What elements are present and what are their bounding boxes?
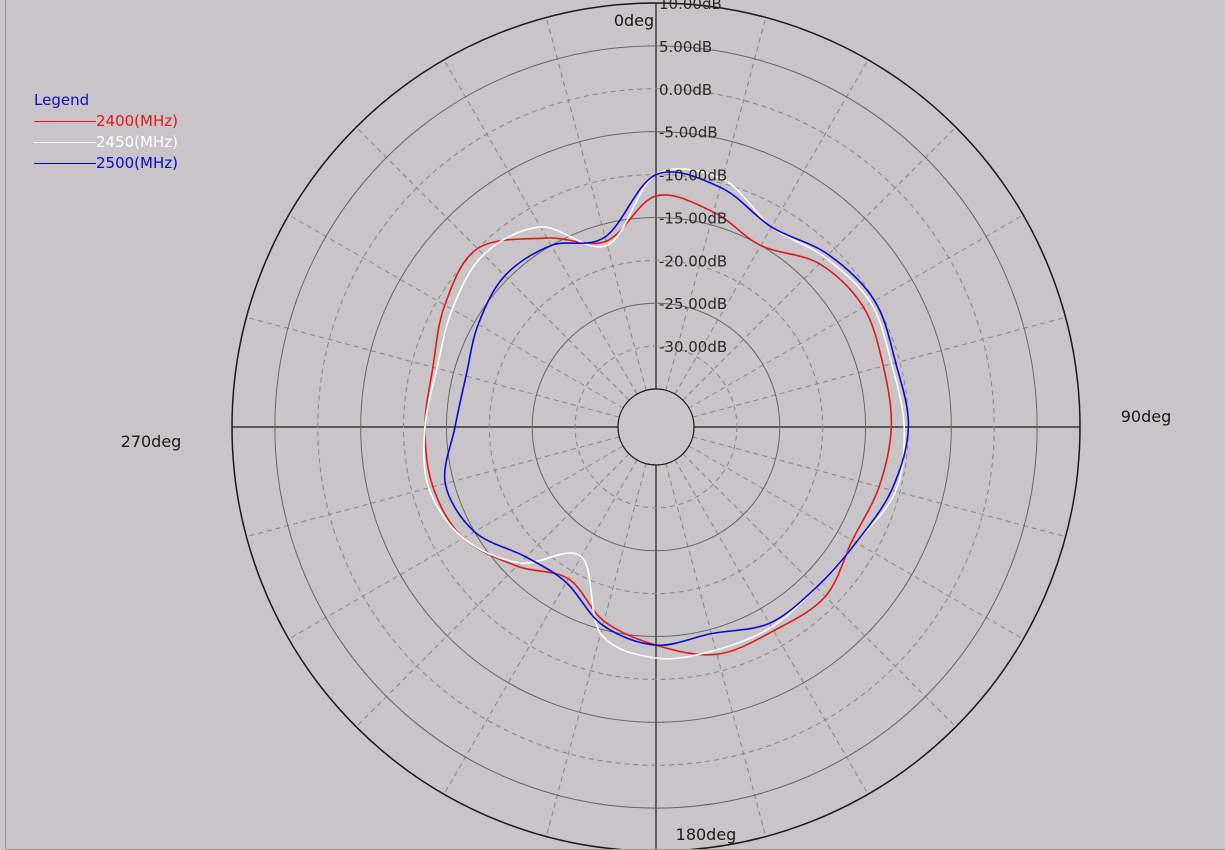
radial-gridline [288,445,624,640]
radial-gridline [545,17,647,391]
ring-gridline [317,88,995,766]
angle-label: 180deg [676,825,737,844]
legend-entry: 2400(MHz) [34,111,178,132]
radial-gridline [545,463,647,837]
legend: Legend 2400(MHz) 2450(MHz) 2500(MHz) [34,90,178,174]
ring-label: 0.00dB [659,81,712,99]
legend-entries: 2400(MHz) 2450(MHz) 2500(MHz) [34,111,178,174]
polar-chart: 0deg 90deg 180deg 270deg 10.00dB 5.00dB 0.00dB… [121,0,1172,849]
legend-label: 2500(MHz) [96,154,178,172]
radial-gridline [443,459,638,795]
angle-label: 0deg [614,11,654,30]
radial-gridline [288,214,624,409]
radial-gridline [355,453,630,728]
ring-label: -15.00dB [659,209,727,227]
ring-gridline [360,131,952,723]
axis-labels: 0deg 90deg 180deg 270deg 10.00dB 5.00dB 0.00dB… [121,0,1172,844]
ring-gridline [574,345,738,509]
legend-title: Legend [34,91,90,109]
series-line-2450mhz [423,168,906,660]
ring-label: -10.00dB [659,167,727,185]
ring-label: -30.00dB [659,338,727,356]
angle-label: 90deg [1121,407,1172,426]
radial-gridline [692,316,1066,418]
ring-gridline [445,216,867,638]
ring-label: -20.00dB [659,252,727,270]
legend-label: 2450(MHz) [96,133,178,151]
radial-gridline [682,453,957,728]
radial-gridline [688,214,1024,409]
angle-label: 270deg [121,432,182,451]
series-line-2500mhz [443,171,910,646]
ring-gridline [488,259,824,595]
outer-ring [231,2,1081,849]
legend-swatch [34,121,96,122]
radial-gridline [665,17,767,391]
polar-grid [231,2,1081,849]
ring-gridline [531,302,781,552]
ring-label: -25.00dB [659,295,727,313]
ring-label: 5.00dB [659,38,712,56]
legend-entry: 2500(MHz) [34,153,178,174]
legend-entry: 2450(MHz) [34,132,178,153]
radial-gridline [355,126,630,401]
legend-label: 2400(MHz) [96,112,178,130]
chart-frame: 0deg 90deg 180deg 270deg 10.00dB 5.00dB 0.00dB… [5,0,1225,850]
center-hub [617,388,695,466]
legend-swatch [34,142,96,143]
series-group [423,168,910,660]
legend-swatch [34,163,96,164]
ring-gridline [274,45,1038,809]
ring-label: 10.00dB [659,0,722,13]
ring-label: -5.00dB [659,124,718,142]
